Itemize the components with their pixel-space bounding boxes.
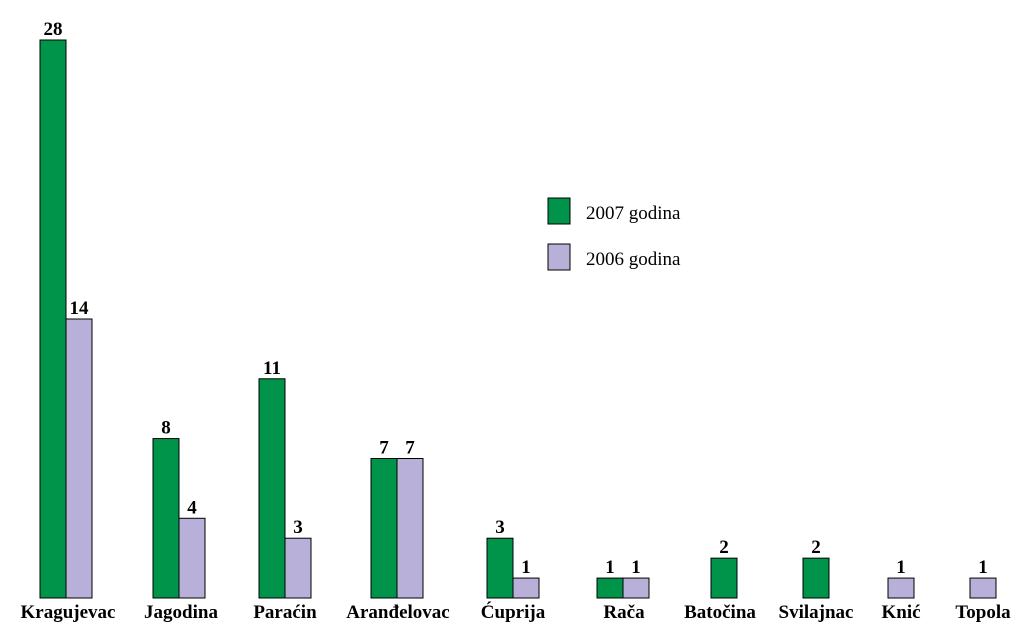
category-label-5: Rača bbox=[603, 602, 645, 623]
value-label-2006-8: 1 bbox=[896, 557, 906, 578]
bar-2006-9 bbox=[969, 577, 997, 599]
bar-2007-4 bbox=[486, 537, 514, 599]
bar-2006-4 bbox=[512, 577, 540, 599]
value-label-2006-5: 1 bbox=[631, 557, 641, 578]
legend-swatch-2006 bbox=[547, 243, 571, 271]
bar-2006-0 bbox=[65, 318, 93, 599]
legend-label-2006: 2006 godina bbox=[586, 249, 681, 270]
value-label-2007-7: 2 bbox=[811, 537, 821, 558]
category-label-6: Batočina bbox=[684, 602, 756, 623]
bar-2007-0 bbox=[39, 39, 67, 599]
bar-2006-2 bbox=[284, 537, 312, 599]
category-label-3: Aranđelovac bbox=[346, 602, 449, 623]
category-label-4: Ćuprija bbox=[481, 601, 546, 623]
category-label-7: Svilajnac bbox=[779, 602, 854, 623]
category-labels-group: Kragujevac Jagodina Paraćin Aranđelovac Ćupr… bbox=[21, 601, 1012, 623]
value-label-2007-3: 7 bbox=[379, 438, 389, 459]
value-label-2006-0: 14 bbox=[70, 298, 90, 319]
value-label-2007-6: 2 bbox=[719, 537, 729, 558]
category-label-8: Knić bbox=[881, 602, 920, 623]
category-label-2: Paraćin bbox=[253, 602, 317, 623]
bar-2007-6 bbox=[710, 557, 738, 599]
value-label-2007-0: 28 bbox=[44, 19, 63, 40]
value-label-2007-1: 8 bbox=[161, 418, 171, 439]
bar-2007-5 bbox=[596, 577, 624, 599]
value-label-2007-4: 3 bbox=[495, 517, 505, 538]
bar-2007-7 bbox=[802, 557, 830, 599]
value-label-2006-3: 7 bbox=[405, 438, 415, 459]
value-label-2006-2: 3 bbox=[293, 517, 303, 538]
bar-2006-3 bbox=[396, 458, 424, 599]
value-label-2006-4: 1 bbox=[521, 557, 531, 578]
legend-label-2007: 2007 godina bbox=[586, 203, 681, 224]
bar-2007-3 bbox=[370, 458, 398, 599]
category-label-0: Kragujevac bbox=[21, 602, 116, 623]
value-label-2006-9: 1 bbox=[978, 557, 988, 578]
value-label-2007-5: 1 bbox=[605, 557, 615, 578]
category-label-9: Topola bbox=[955, 602, 1011, 623]
value-label-2006-1: 4 bbox=[187, 497, 197, 518]
bar-2006-8 bbox=[887, 577, 915, 599]
legend: 2007 godina 2006 godina bbox=[547, 197, 681, 271]
category-label-1: Jagodina bbox=[144, 602, 218, 623]
bar-2006-1 bbox=[178, 517, 206, 599]
bar-2007-1 bbox=[152, 438, 180, 599]
legend-swatch-2007 bbox=[547, 197, 571, 225]
bar-2006-5 bbox=[622, 577, 650, 599]
bars-group bbox=[39, 39, 997, 599]
value-label-2007-2: 11 bbox=[263, 358, 281, 379]
bar-2007-2 bbox=[258, 378, 286, 599]
